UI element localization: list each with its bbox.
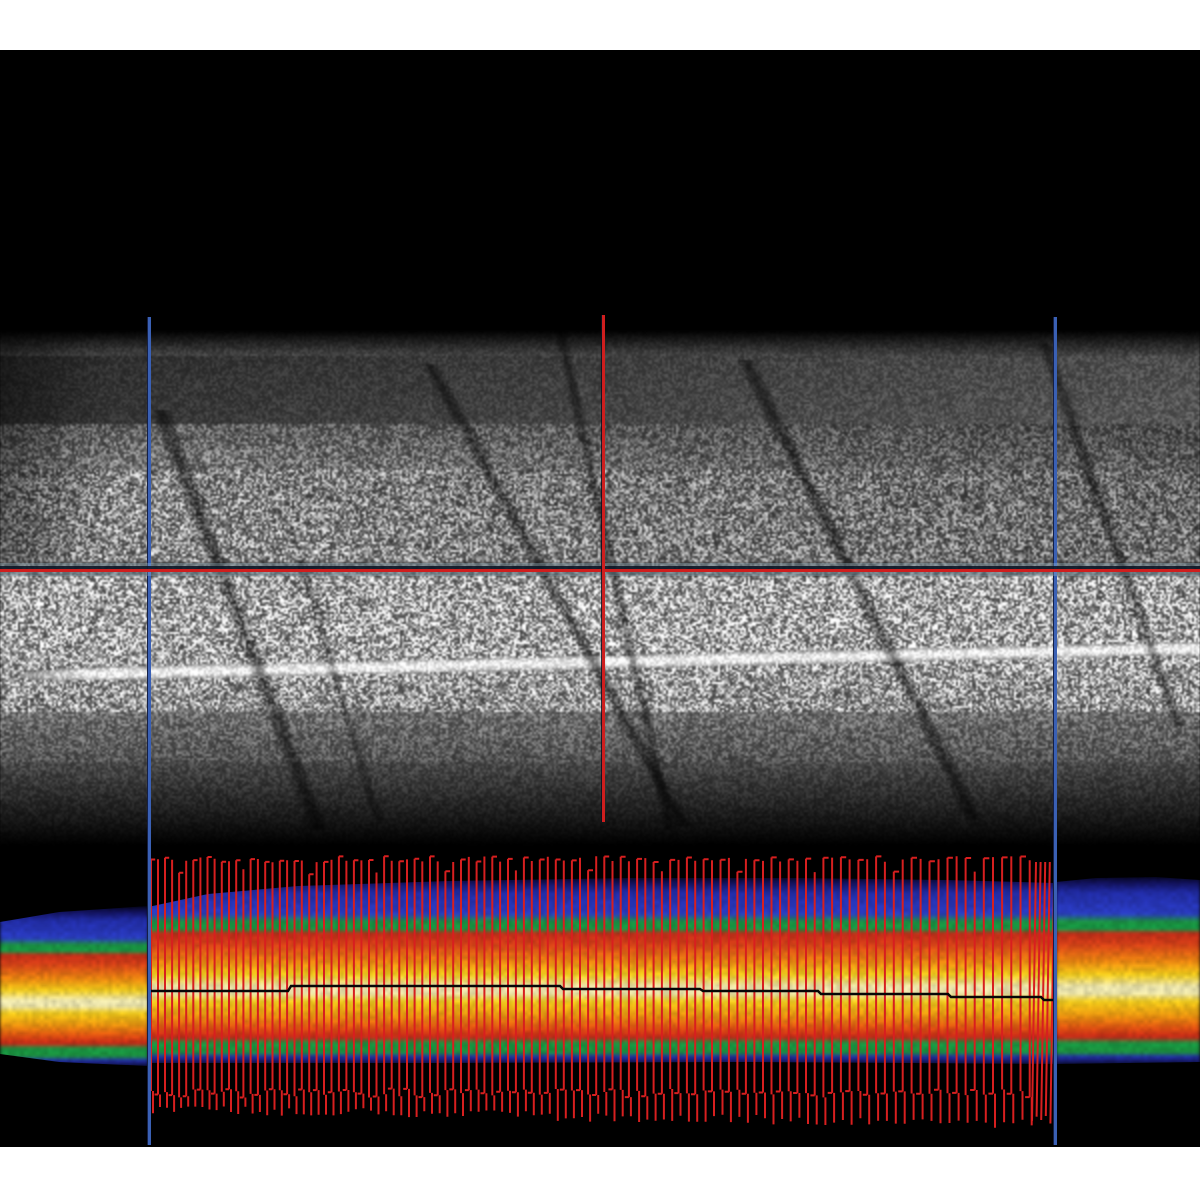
page-margin-top bbox=[0, 0, 1200, 50]
fringe-signal-trace bbox=[150, 855, 1056, 1128]
gate-line-right[interactable] bbox=[1053, 317, 1057, 1145]
baseline-trace bbox=[149, 984, 1055, 1002]
bscan-image[interactable] bbox=[0, 330, 1200, 846]
crosshair-vertical-line[interactable] bbox=[601, 315, 605, 822]
crosshair-horizontal-shadow bbox=[0, 566, 1200, 569]
page-margin-bottom bbox=[0, 1147, 1200, 1200]
gate-line-left[interactable] bbox=[147, 317, 151, 1145]
crosshair-horizontal-line[interactable] bbox=[0, 569, 1200, 572]
